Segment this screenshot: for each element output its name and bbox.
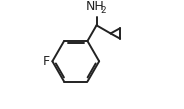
Text: NH: NH [86,0,105,13]
Text: F: F [43,55,50,68]
Text: 2: 2 [101,6,107,15]
